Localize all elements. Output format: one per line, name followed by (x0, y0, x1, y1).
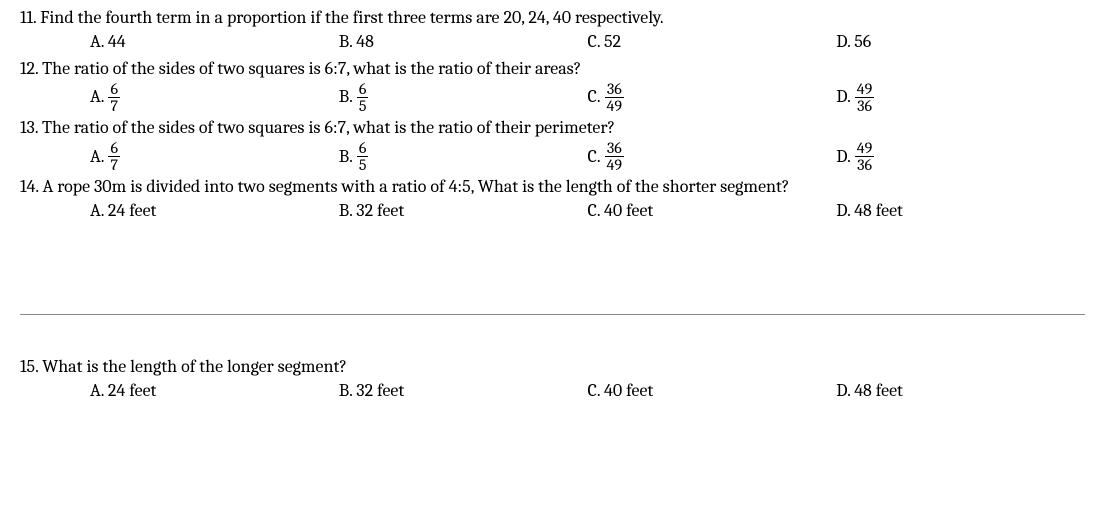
q12-a-den: 7 (108, 98, 120, 114)
question-11-text: 11. Find the fourth term in a proportion… (20, 6, 1085, 30)
question-13: 13. The ratio of the sides of two square… (20, 116, 1085, 173)
q12-option-d: D. 49 36 (836, 81, 1085, 114)
q13-a-num: 6 (108, 140, 120, 157)
question-14: 14. A rope 30m is divided into two segme… (20, 175, 1085, 224)
q13-c-label: C. (588, 145, 601, 169)
q13-a-fraction: 6 7 (108, 140, 120, 173)
q11-option-c: C. 52 (588, 30, 837, 54)
q13-b-num: 6 (357, 140, 369, 157)
q14-option-a: A. 24 feet (90, 199, 339, 223)
q13-c-den: 49 (605, 157, 625, 173)
q12-c-num: 36 (605, 81, 625, 98)
q12-d-num: 49 (855, 81, 875, 98)
q12-b-fraction: 6 5 (357, 81, 369, 114)
q14-option-c: C. 40 feet (588, 199, 837, 223)
q15-option-b: B. 32 feet (339, 379, 588, 403)
q12-c-fraction: 36 49 (605, 81, 625, 114)
q13-d-den: 36 (855, 157, 875, 173)
q13-c-fraction: 36 49 (605, 140, 625, 173)
question-12: 12. The ratio of the sides of two square… (20, 57, 1085, 114)
q12-b-num: 6 (357, 81, 369, 98)
q13-b-label: B. (339, 145, 353, 169)
q12-option-b: B. 6 5 (339, 81, 588, 114)
question-11: 11. Find the fourth term in a proportion… (20, 6, 1085, 55)
question-12-text: 12. The ratio of the sides of two square… (20, 57, 1085, 81)
q11-option-d: D. 56 (836, 30, 1085, 54)
q13-option-d: D. 49 36 (836, 140, 1085, 173)
q12-d-label: D. (836, 85, 851, 109)
q12-option-c: C. 36 49 (588, 81, 837, 114)
q12-a-label: A. (90, 85, 105, 109)
question-14-options: A. 24 feet B. 32 feet C. 40 feet D. 48 f… (20, 199, 1085, 223)
q12-b-den: 5 (357, 98, 369, 114)
q15-option-a: A. 24 feet (90, 379, 339, 403)
q13-a-den: 7 (108, 157, 120, 173)
question-13-text: 13. The ratio of the sides of two square… (20, 116, 1085, 140)
q13-d-label: D. (836, 145, 851, 169)
q13-option-b: B. 6 5 (339, 140, 588, 173)
q12-b-label: B. (339, 85, 353, 109)
q15-option-d: D. 48 feet (836, 379, 1085, 403)
q12-d-fraction: 49 36 (855, 81, 875, 114)
q13-c-num: 36 (605, 140, 625, 157)
q12-a-num: 6 (108, 81, 120, 98)
q13-option-c: C. 36 49 (588, 140, 837, 173)
q13-d-fraction: 49 36 (855, 140, 875, 173)
page-divider (20, 314, 1085, 315)
q12-a-fraction: 6 7 (108, 81, 120, 114)
q14-option-b: B. 32 feet (339, 199, 588, 223)
q11-option-b: B. 48 (339, 30, 588, 54)
question-14-text: 14. A rope 30m is divided into two segme… (20, 175, 1085, 199)
q14-option-d: D. 48 feet (836, 199, 1085, 223)
question-11-options: A. 44 B. 48 C. 52 D. 56 (20, 30, 1085, 54)
q13-d-num: 49 (855, 140, 875, 157)
q11-option-a: A. 44 (90, 30, 339, 54)
q13-a-label: A. (90, 145, 105, 169)
question-13-options: A. 6 7 B. 6 5 C. 36 49 D. 49 36 (20, 140, 1085, 173)
q13-b-fraction: 6 5 (357, 140, 369, 173)
question-12-options: A. 6 7 B. 6 5 C. 36 49 D. 49 36 (20, 81, 1085, 114)
q13-option-a: A. 6 7 (90, 140, 339, 173)
question-15-text: 15. What is the length of the longer seg… (20, 355, 1085, 379)
question-15: 15. What is the length of the longer seg… (20, 355, 1085, 404)
q12-d-den: 36 (855, 98, 875, 114)
q12-c-den: 49 (605, 98, 625, 114)
q13-b-den: 5 (357, 157, 369, 173)
q15-option-c: C. 40 feet (588, 379, 837, 403)
q12-option-a: A. 6 7 (90, 81, 339, 114)
q12-c-label: C. (588, 85, 601, 109)
question-15-options: A. 24 feet B. 32 feet C. 40 feet D. 48 f… (20, 379, 1085, 403)
